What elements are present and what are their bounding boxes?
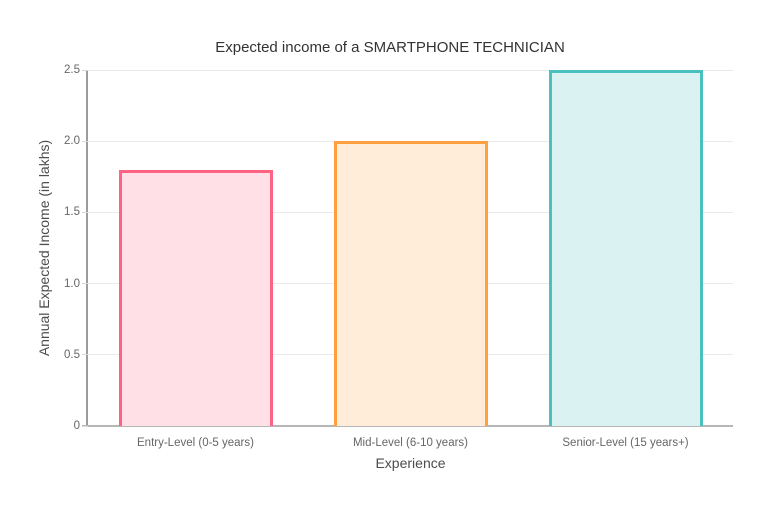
y-tick-mark	[82, 425, 88, 427]
bar[interactable]	[118, 169, 273, 426]
y-tick-label: 1.0	[64, 277, 80, 290]
gridline	[88, 69, 733, 71]
y-axis-line	[86, 70, 88, 427]
x-tick-label: Mid-Level (6-10 years)	[352, 437, 469, 449]
chart-title: Expected income of a SMARTPHONE TECHNICI…	[215, 39, 565, 56]
y-axis-title: Annual Expected Income (in lakhs)	[36, 139, 52, 357]
bar[interactable]	[548, 70, 703, 426]
bar[interactable]	[333, 141, 488, 426]
y-tick-label: 2.5	[64, 64, 80, 76]
x-axis-line	[82, 425, 733, 427]
x-tick-label: Senior-Level (15 years+)	[562, 437, 689, 449]
y-tick-mark	[82, 283, 88, 285]
y-tick-label: 1.5	[64, 206, 80, 219]
y-tick-label: 2.0	[64, 135, 80, 148]
x-tick-label: Entry-Level (0-5 years)	[137, 437, 254, 449]
y-tick-mark	[82, 354, 88, 356]
y-tick-mark	[82, 211, 88, 213]
y-tick-mark	[82, 140, 88, 142]
y-tick-label: 0	[73, 420, 80, 432]
y-tick-label: 0.5	[64, 348, 80, 361]
y-tick-mark	[82, 69, 88, 71]
x-axis-title: Experience	[375, 455, 446, 471]
